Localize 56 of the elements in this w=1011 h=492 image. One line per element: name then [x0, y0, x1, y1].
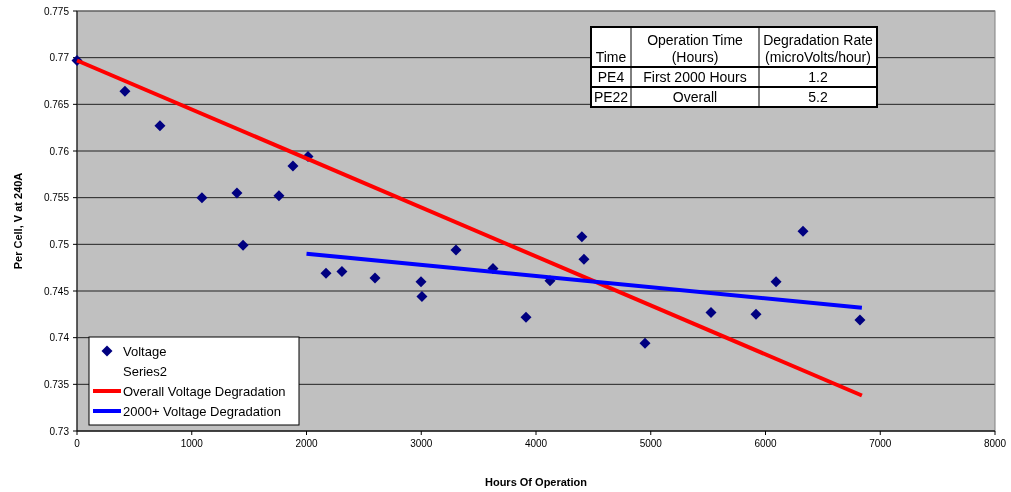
annotation: Operation Time (Hours): [647, 32, 744, 65]
legend-label: Voltage: [123, 343, 167, 359]
annotation: PE4: [597, 69, 625, 85]
annotation: Overall: [672, 89, 718, 105]
y-tick-label: 0.76: [49, 145, 70, 157]
y-tick-label: 0.77: [49, 52, 70, 64]
point: [639, 337, 651, 349]
x-tick-label: 4000: [524, 438, 548, 449]
x-tick-label: 5000: [639, 438, 663, 449]
legend-label: Overall Voltage Degradation: [123, 383, 286, 399]
point: [416, 291, 428, 303]
y-tick-label: 0.73: [49, 425, 70, 437]
y-axis-title: Per Cell, V at 240A: [12, 172, 24, 270]
annotation: 1.2: [808, 69, 828, 85]
point: [287, 160, 299, 172]
point: [578, 253, 590, 265]
point: [196, 192, 208, 204]
point: [369, 272, 381, 284]
legend-label: 2000+ Voltage Degradation: [123, 403, 281, 419]
point: [119, 85, 131, 97]
point: [154, 120, 166, 132]
point: [705, 306, 717, 318]
y-tick-label: 0.775: [43, 5, 70, 17]
point: [273, 190, 285, 202]
point: [854, 314, 866, 326]
x-tick-label: 3000: [410, 438, 433, 449]
y-tick-label: 0.755: [43, 192, 70, 204]
point: [770, 276, 782, 288]
annotation: 5.2: [808, 89, 828, 105]
x-tick-label: 7000: [869, 438, 892, 449]
x-tick-label: 0: [74, 438, 81, 449]
x-tick-label: 8000: [983, 438, 1007, 449]
y-tick-label: 0.74: [49, 332, 70, 344]
point: [450, 244, 462, 256]
y-tick-label: 0.745: [43, 285, 70, 297]
x-tick-label: 1000: [180, 438, 204, 449]
point: [520, 311, 532, 323]
x-tick-label: 2000: [295, 438, 319, 449]
point: [415, 276, 427, 288]
point: [336, 265, 348, 277]
x-tick-label: 6000: [754, 438, 778, 449]
point: [797, 225, 809, 237]
point: [320, 267, 332, 279]
point: [576, 231, 588, 243]
point: [750, 308, 762, 320]
y-tick-label: 0.735: [43, 378, 70, 390]
annotation: Degradation Rate (microVolts/hour): [763, 32, 874, 65]
annotation: PE22: [593, 89, 629, 105]
y-tick-label: 0.765: [43, 98, 70, 110]
point: [231, 187, 243, 199]
text: Series2: [123, 363, 168, 379]
annotation: Time: [595, 49, 627, 65]
y-tick-label: 0.75: [49, 238, 70, 250]
point: [237, 239, 249, 251]
annotation: First 2000 Hours: [643, 69, 747, 85]
x-axis-title: Hours Of Operation: [484, 476, 588, 488]
